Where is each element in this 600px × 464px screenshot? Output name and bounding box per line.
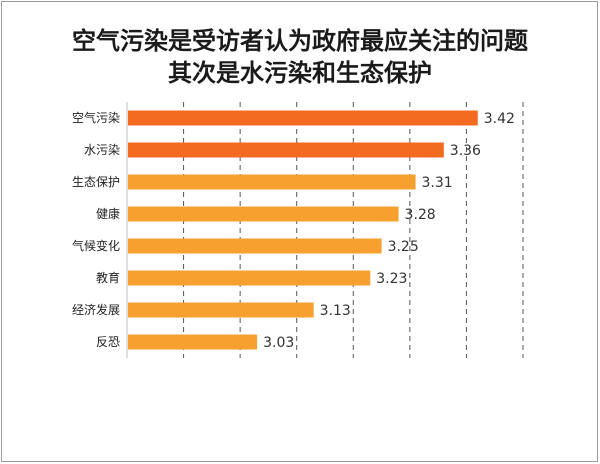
bar <box>128 206 399 222</box>
data-label: 3.13 <box>320 303 351 319</box>
category-label: 空气污染 <box>72 110 120 125</box>
chart-title-line-1: 空气污染是受访者认为政府最应关注的问题 <box>72 27 528 55</box>
data-label: 3.23 <box>376 271 407 287</box>
bar <box>128 174 416 190</box>
category-label: 生态保护 <box>72 175 120 189</box>
data-label: 3.42 <box>484 111 515 127</box>
category-label: 反恐 <box>96 335 120 349</box>
bar <box>128 142 444 158</box>
bars: 空气污染 3.42 水污染 3.36 生态保护 3.31 健康 3.28 气候变化 3.25 教育 3… <box>72 110 515 351</box>
gridlines <box>183 102 524 358</box>
bar <box>128 302 314 318</box>
data-label: 3.25 <box>388 239 419 255</box>
category-label: 经济发展 <box>72 302 120 317</box>
bar <box>128 270 371 286</box>
category-label: 气候变化 <box>72 238 120 253</box>
category-label: 健康 <box>96 206 120 221</box>
bar <box>128 110 478 126</box>
category-label: 水污染 <box>84 142 120 157</box>
bar <box>128 238 382 254</box>
data-label: 3.36 <box>450 143 481 159</box>
data-label: 3.31 <box>422 175 453 191</box>
chart-title-line-2: 其次是水污染和生态保护 <box>168 59 432 87</box>
bar <box>128 334 258 350</box>
data-label: 3.03 <box>263 335 294 351</box>
category-label: 教育 <box>96 270 120 285</box>
data-label: 3.28 <box>405 207 436 223</box>
